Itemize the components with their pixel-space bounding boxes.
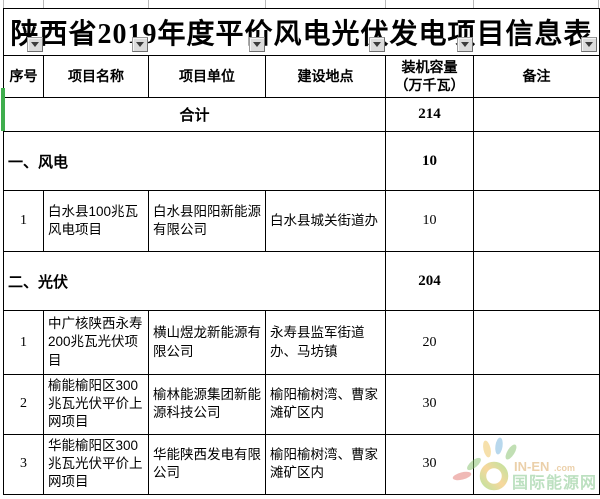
gridline-stub <box>265 0 266 8</box>
capacity-header-line1: 装机容量 <box>401 59 458 75</box>
filter-dropdown-icon <box>585 42 593 47</box>
table-row: 2 榆能榆阳区300兆瓦光伏平价上网项目 榆林能源集团新能源科技公司 榆阳榆树湾… <box>3 374 600 435</box>
summary-label-cell[interactable]: 合计 <box>3 97 386 132</box>
section-capacity-pv[interactable]: 204 <box>385 251 474 311</box>
row-selection-indicator <box>1 88 5 131</box>
header-row: 序号 项目名称 项目单位 建设地点 装机容量 （万千瓦） 备注 <box>3 55 600 98</box>
section-note-pv[interactable] <box>472 251 600 311</box>
section-note-wind[interactable] <box>472 131 600 191</box>
filter-dropdown-button[interactable] <box>369 37 385 52</box>
title-row: 陕西省2019年度平价风电光伏发电项目信息表 <box>2 8 600 56</box>
column-header-capacity[interactable]: 装机容量 （万千瓦） <box>385 55 474 98</box>
section-label-wind[interactable]: 一、风电 <box>3 131 386 191</box>
filter-dropdown-button[interactable] <box>581 37 597 52</box>
cell-location[interactable]: 白水县城关街道办 <box>265 190 386 252</box>
cell-project-unit[interactable]: 横山煜龙新能源有限公司 <box>148 310 266 375</box>
column-header-no[interactable]: 序号 <box>3 55 44 98</box>
filter-dropdown-icon <box>373 42 381 47</box>
cell-capacity[interactable]: 30 <box>385 374 474 435</box>
column-header-location[interactable]: 建设地点 <box>265 55 386 98</box>
filter-dropdown-button[interactable] <box>249 37 265 52</box>
cell-project-unit[interactable]: 榆林能源集团新能源科技公司 <box>148 374 266 435</box>
table-row: 1 白水县100兆瓦风电项目 白水县阳阳新能源有限公司 白水县城关街道办 10 <box>3 190 600 252</box>
column-header-unit[interactable]: 项目单位 <box>148 55 266 98</box>
cell-project-unit[interactable]: 华能陕西发电有限公司 <box>148 433 266 495</box>
cell-note[interactable] <box>472 433 600 495</box>
section-capacity-wind[interactable]: 10 <box>385 131 474 191</box>
table-row: 1 中广核陕西永寿200兆瓦光伏项目 横山煜龙新能源有限公司 永寿县监军街道办、… <box>3 310 600 375</box>
column-header-name[interactable]: 项目名称 <box>43 55 149 98</box>
cell-capacity[interactable]: 20 <box>385 310 474 375</box>
summary-capacity-cell[interactable]: 214 <box>385 97 474 132</box>
cell-capacity[interactable]: 30 <box>385 433 474 495</box>
cell-no[interactable]: 3 <box>3 433 44 495</box>
cell-note[interactable] <box>472 374 600 435</box>
filter-dropdown-button[interactable] <box>457 37 473 52</box>
filter-dropdown-icon <box>253 42 261 47</box>
filter-dropdown-icon <box>461 42 469 47</box>
cell-project-name[interactable]: 华能榆阳区300兆瓦光伏平价上网项目 <box>43 433 149 495</box>
cell-note[interactable] <box>472 310 600 375</box>
page-title[interactable]: 陕西省2019年度平价风电光伏发电项目信息表 <box>2 8 600 56</box>
cell-no[interactable]: 1 <box>3 190 44 252</box>
section-row-pv: 二、光伏 204 <box>3 251 600 311</box>
table-row: 3 华能榆阳区300兆瓦光伏平价上网项目 华能陕西发电有限公司 榆阳榆树湾、曹家… <box>3 433 600 495</box>
gridline-stub <box>43 0 44 8</box>
section-label-pv[interactable]: 二、光伏 <box>3 251 386 311</box>
gridline-stub <box>473 0 474 8</box>
summary-note-cell[interactable] <box>472 97 600 132</box>
cell-location[interactable]: 榆阳榆树湾、曹家滩矿区内 <box>265 374 386 435</box>
project-info-table: 陕西省2019年度平价风电光伏发电项目信息表 序号 项目名称 项目单位 建设地点… <box>2 8 600 495</box>
gridline-stub <box>598 0 599 8</box>
cell-no[interactable]: 2 <box>3 374 44 435</box>
capacity-header-line2: （万千瓦） <box>394 76 465 93</box>
cell-location[interactable]: 榆阳榆树湾、曹家滩矿区内 <box>265 433 386 495</box>
filter-dropdown-button[interactable] <box>132 37 148 52</box>
cell-project-name[interactable]: 中广核陕西永寿200兆瓦光伏项目 <box>43 310 149 375</box>
cell-no[interactable]: 1 <box>3 310 44 375</box>
cell-project-unit[interactable]: 白水县阳阳新能源有限公司 <box>148 190 266 252</box>
section-row-wind: 一、风电 10 <box>3 131 600 191</box>
cell-location[interactable]: 永寿县监军街道办、马坊镇 <box>265 310 386 375</box>
summary-row: 合计 214 <box>3 97 600 132</box>
cell-capacity[interactable]: 10 <box>385 190 474 252</box>
filter-dropdown-icon <box>31 42 39 47</box>
column-header-note[interactable]: 备注 <box>472 55 600 98</box>
cell-project-name[interactable]: 榆能榆阳区300兆瓦光伏平价上网项目 <box>43 374 149 435</box>
cell-project-name[interactable]: 白水县100兆瓦风电项目 <box>43 190 149 252</box>
gridline-stub <box>148 0 149 8</box>
filter-dropdown-button[interactable] <box>27 37 43 52</box>
filter-dropdown-icon <box>136 42 144 47</box>
gridline-stub <box>3 0 4 8</box>
cell-note[interactable] <box>472 190 600 252</box>
gridline-stub <box>385 0 386 8</box>
